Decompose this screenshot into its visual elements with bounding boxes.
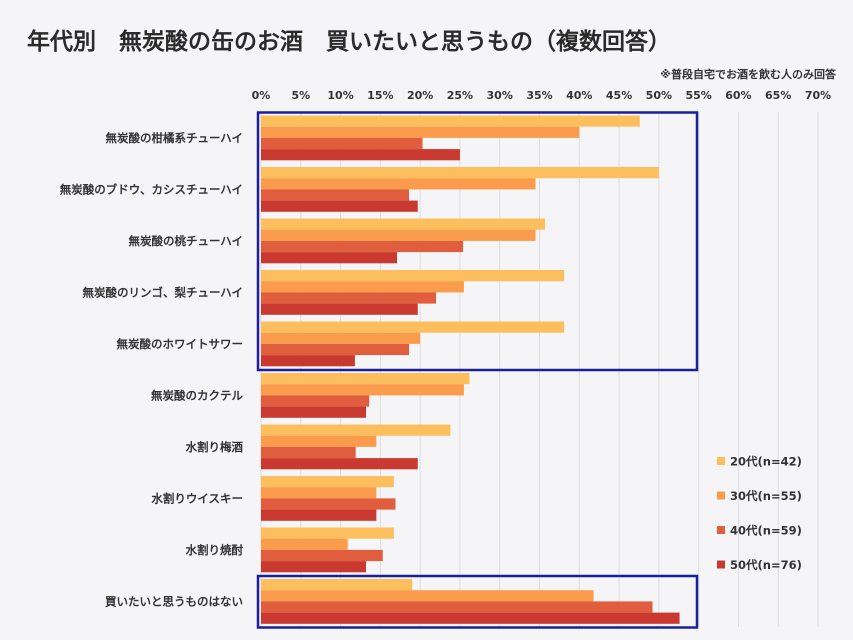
highlight-boxes [256, 111, 699, 629]
bars [261, 115, 680, 624]
bar [261, 355, 355, 367]
bar [261, 178, 536, 190]
x-tick-label: 55% [685, 89, 711, 102]
x-tick-label: 45% [606, 89, 632, 102]
bar [261, 561, 367, 573]
x-tick-label: 25% [447, 89, 473, 102]
bar [261, 303, 418, 315]
category-label: 無炭酸のリンゴ、梨チューハイ [82, 285, 243, 299]
bar [261, 538, 348, 550]
bar [261, 612, 680, 624]
category-label: 水割り焼酎 [186, 543, 244, 557]
bar [261, 137, 423, 150]
legend: 20代(n=42) 30代(n=55) 40代(n=59) 50代(n=76) [717, 455, 802, 572]
x-tick-label: 20% [407, 89, 433, 102]
bar [261, 126, 580, 138]
bar [261, 240, 464, 253]
bar [261, 395, 370, 407]
bar [261, 487, 377, 499]
chart-note: ※普段自宅でお酒を飲む人のみ回答 [660, 67, 837, 81]
bar [261, 590, 594, 602]
x-axis-ticks: 0% 5% 10% 15% 20% 25% 30% 35% 40% 45% 50% 55% 60% 65%… [252, 89, 832, 102]
bar [261, 509, 377, 521]
bar [261, 424, 451, 436]
bar [261, 281, 464, 293]
x-tick-label: 15% [367, 89, 393, 102]
category-label: 無炭酸のホワイトサワー [117, 337, 244, 351]
x-tick-label: 70% [805, 89, 831, 102]
legend-label: 50代(n=76) [730, 558, 802, 572]
bar [261, 332, 421, 344]
bar [261, 252, 398, 264]
legend-swatch [717, 560, 725, 569]
bar [261, 343, 410, 356]
x-tick-label: 35% [526, 89, 552, 102]
legend-swatch [717, 457, 725, 465]
x-tick-label: 10% [327, 89, 353, 102]
bar [261, 435, 377, 447]
bar [261, 321, 565, 333]
x-tick-label: 50% [646, 89, 672, 102]
x-tick-label: 5% [291, 89, 310, 102]
bar [261, 384, 464, 396]
category-label: 買いたいと思うものはない [105, 594, 243, 608]
x-tick-label: 40% [566, 89, 592, 102]
chart-title: 年代別 無炭酸の缶のお酒 買いたいと思うもの（複数回答） [27, 28, 671, 55]
category-label: 無炭酸の桃チューハイ [128, 234, 243, 248]
bar [261, 200, 418, 212]
bar [261, 218, 546, 230]
bar [261, 270, 565, 282]
bar [261, 458, 418, 470]
legend-label: 40代(n=59) [730, 524, 802, 538]
bar [261, 476, 394, 488]
x-tick-label: 0% [252, 89, 271, 102]
category-label: 無炭酸のカクテル [151, 388, 243, 402]
legend-swatch [717, 526, 725, 534]
bar [261, 149, 460, 161]
bar [261, 167, 659, 179]
bar [261, 373, 470, 385]
x-tick-label: 65% [765, 89, 791, 102]
legend-label: 20代(n=42) [730, 455, 802, 469]
category-label: 無炭酸の柑橘系チューハイ [105, 131, 243, 145]
category-labels: 無炭酸の柑橘系チューハイ無炭酸のブドウ、カシスチューハイ無炭酸の桃チューハイ無炭… [60, 131, 244, 609]
bar [261, 579, 413, 591]
bar [261, 601, 653, 613]
bar [261, 229, 536, 241]
highlight-box [256, 111, 699, 372]
legend-swatch [717, 491, 725, 500]
category-label: 無炭酸のブドウ、カシスチューハイ [60, 182, 243, 196]
x-tick-label: 30% [487, 89, 513, 102]
highlight-box [256, 574, 699, 629]
bar [261, 115, 640, 127]
bar [261, 527, 394, 539]
category-label: 水割り梅酒 [186, 440, 244, 454]
bar [261, 292, 437, 304]
bar [261, 498, 396, 510]
legend-label: 30代(n=55) [730, 489, 802, 503]
bar [261, 189, 410, 201]
bar [261, 446, 356, 459]
category-label: 水割りウイスキー [151, 491, 243, 505]
bar [261, 406, 367, 418]
x-tick-label: 60% [725, 89, 751, 102]
bar [261, 549, 383, 562]
